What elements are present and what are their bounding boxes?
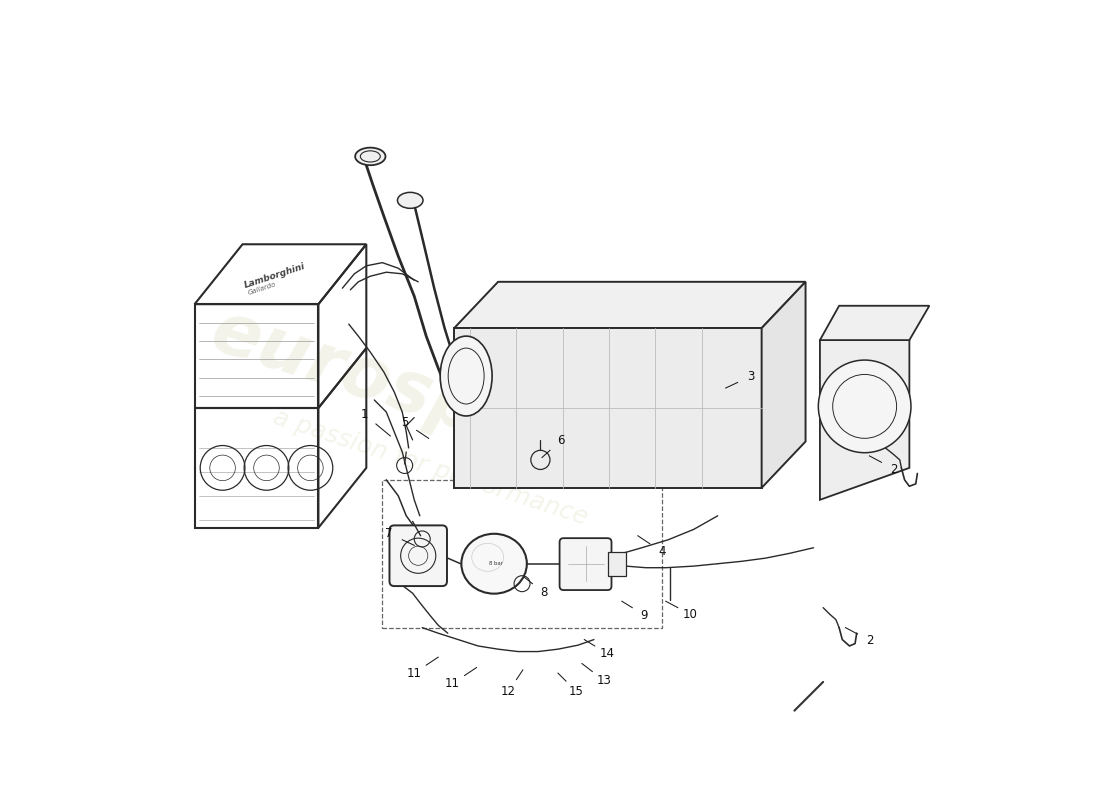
Circle shape xyxy=(818,360,911,453)
Text: 8 bar: 8 bar xyxy=(488,562,503,566)
Text: Lamborghini: Lamborghini xyxy=(243,262,306,290)
Text: 6: 6 xyxy=(557,434,564,447)
Polygon shape xyxy=(820,306,930,340)
Text: 10: 10 xyxy=(683,608,697,621)
Ellipse shape xyxy=(397,192,424,208)
Bar xyxy=(608,552,626,576)
Polygon shape xyxy=(820,308,910,500)
FancyBboxPatch shape xyxy=(560,538,612,590)
Ellipse shape xyxy=(440,336,492,416)
Text: 15: 15 xyxy=(569,685,584,698)
Text: 9: 9 xyxy=(640,609,648,622)
Text: a passion for performance: a passion for performance xyxy=(270,406,591,530)
Text: 8: 8 xyxy=(540,586,548,599)
Text: 12: 12 xyxy=(500,685,516,698)
FancyBboxPatch shape xyxy=(389,526,447,586)
Text: 11: 11 xyxy=(446,677,460,690)
Text: eurospares: eurospares xyxy=(202,297,658,503)
Text: 1: 1 xyxy=(361,408,368,422)
Text: 7: 7 xyxy=(385,527,393,540)
Bar xyxy=(383,480,662,628)
Text: 4: 4 xyxy=(658,546,666,558)
Text: Gallardo: Gallardo xyxy=(248,281,277,296)
Text: 2: 2 xyxy=(867,634,873,647)
Ellipse shape xyxy=(355,148,385,166)
Text: 5: 5 xyxy=(402,416,408,429)
Text: 14: 14 xyxy=(600,647,615,660)
Polygon shape xyxy=(454,328,761,488)
Ellipse shape xyxy=(461,534,527,594)
Text: 13: 13 xyxy=(596,674,612,686)
Polygon shape xyxy=(454,282,805,328)
Polygon shape xyxy=(761,282,805,488)
Text: 3: 3 xyxy=(747,370,755,383)
Text: 2: 2 xyxy=(890,462,898,475)
Text: 11: 11 xyxy=(407,666,421,680)
